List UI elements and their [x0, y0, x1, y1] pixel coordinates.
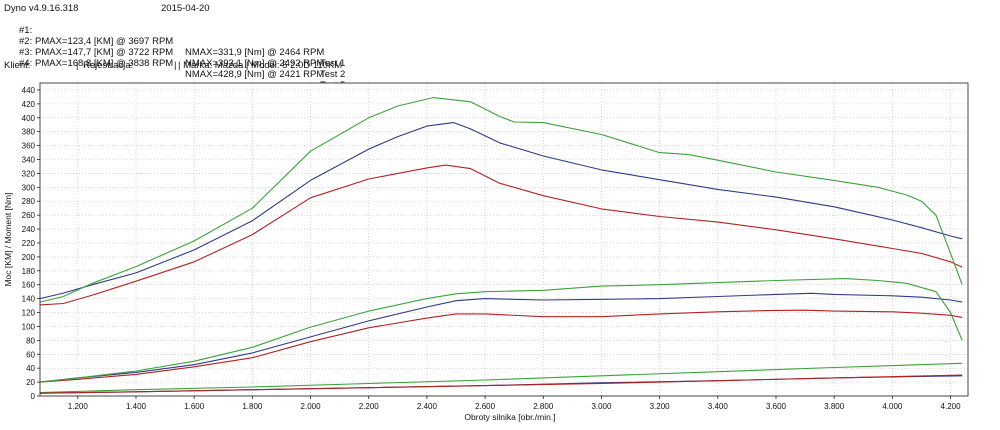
x-tick-label: 2.200 — [359, 402, 380, 411]
run-id: #4: — [19, 58, 33, 69]
y-tick-label: 380 — [22, 128, 36, 137]
y-tick-label: 440 — [22, 86, 36, 95]
x-tick-label: 1.400 — [126, 402, 147, 411]
registration-label: Rejestracja: — [83, 60, 134, 71]
run-test-name: Test 1 — [320, 58, 346, 69]
power-curve — [39, 278, 963, 383]
x-tick-label: 1.800 — [242, 402, 263, 411]
test-date: 2015-04-20 — [161, 3, 210, 14]
x-tick-label: 2.800 — [533, 402, 554, 411]
run-pmax: PMAX=168,8 [KM] @ 3838 RPM — [35, 58, 174, 69]
y-tick-label: 340 — [22, 156, 36, 165]
y-tick-label: 100 — [22, 322, 36, 331]
y-tick-label: 160 — [22, 281, 36, 290]
x-tick-label: 2.600 — [475, 402, 496, 411]
make-model-label: | Marka: Mazda | Model: 5 2.0D 110KM — [178, 60, 343, 71]
x-tick-label: 3.200 — [650, 402, 671, 411]
y-tick-label: 400 — [22, 114, 36, 123]
run-id: #1: — [19, 25, 33, 36]
torque-curve — [39, 164, 963, 306]
y-tick-label: 360 — [22, 142, 36, 151]
x-tick-label: 3.800 — [824, 402, 845, 411]
separator: | — [76, 60, 79, 71]
y-axis-label: Moc [KM] / Moment [Nm] — [3, 193, 13, 287]
loss-curve — [39, 362, 963, 394]
x-tick-label: 2.400 — [417, 402, 438, 411]
y-tick-label: 180 — [22, 267, 36, 276]
y-tick-label: 120 — [22, 309, 36, 318]
x-tick-label: 2.000 — [301, 402, 322, 411]
y-tick-label: 320 — [22, 169, 36, 178]
y-axis-ticks: 0 20 40 60 80 100 120 140 160 180 200 220 240 260 280 3… — [22, 86, 40, 401]
run-nmax: NMAX=331,9 [Nm] @ 2464 RPM — [185, 47, 325, 58]
plot-frame — [39, 82, 969, 397]
loss-curve — [39, 374, 963, 394]
plot-border — [39, 82, 969, 397]
chart-grid — [40, 83, 968, 396]
y-tick-label: 220 — [22, 239, 36, 248]
x-axis-label: Obroty silnika [obr./min.] — [464, 412, 555, 422]
client-info-row: Klient: | Rejestracja: | | Marka: Mazda … — [4, 60, 342, 126]
y-tick-label: 260 — [22, 211, 36, 220]
y-tick-label: 80 — [26, 336, 35, 345]
x-tick-label: 3.400 — [708, 402, 729, 411]
x-tick-label: 1.200 — [68, 402, 89, 411]
run-pmax: PMAX=147,7 [KM] @ 3722 RPM — [35, 47, 174, 58]
run-id: #3: — [19, 47, 33, 58]
y-tick-label: 200 — [22, 253, 36, 262]
run-nmax: NMAX=393,1 [Nm] @ 2492 RPM — [185, 58, 325, 69]
run-summary-row: #4: — [19, 47, 32, 102]
x-axis-ticks: 1.200 1.400 1.600 1.800 2.000 2.200 2.400 2.600… — [68, 396, 961, 411]
y-tick-label: 140 — [22, 295, 36, 304]
power-curve — [39, 292, 963, 383]
app-title: Dyno v4.9.16.318 — [4, 3, 79, 14]
run-pmax: PMAX=123,4 [KM] @ 3697 RPM — [35, 36, 174, 47]
y-tick-label: 240 — [22, 225, 36, 234]
y-tick-label: 300 — [22, 183, 36, 192]
x-tick-label: 4.000 — [882, 402, 903, 411]
run-test-name: Test 2 — [320, 69, 346, 80]
y-tick-label: 40 — [26, 364, 35, 373]
torque-curve — [39, 122, 963, 300]
run-id: #2: — [19, 36, 33, 47]
x-tick-label: 1.600 — [184, 402, 205, 411]
power-curve — [39, 309, 963, 383]
run-summary-row: #1: PMAX=123,4 [KM] @ 3697 RPM NMAX=331,… — [19, 14, 345, 69]
y-tick-label: 420 — [22, 100, 36, 109]
plot-background — [40, 83, 968, 396]
plot-area — [40, 83, 968, 396]
x-tick-label: 3.600 — [766, 402, 787, 411]
y-tick-label: 20 — [26, 378, 35, 387]
client-label: Klient: — [4, 60, 31, 71]
run-summary-row: #2: PMAX=147,7 [KM] @ 3722 RPM NMAX=393,… — [19, 25, 345, 80]
run-nmax: NMAX=428,9 [Nm] @ 2421 RPM — [185, 69, 325, 80]
torque-curve — [39, 97, 963, 303]
separator: | — [174, 60, 177, 71]
x-tick-label: 3.000 — [591, 402, 612, 411]
y-tick-label: 0 — [31, 392, 36, 401]
x-tick-label: 4.200 — [941, 402, 962, 411]
chart-series — [39, 97, 963, 394]
y-tick-label: 60 — [26, 350, 35, 359]
y-tick-label: 280 — [22, 197, 36, 206]
